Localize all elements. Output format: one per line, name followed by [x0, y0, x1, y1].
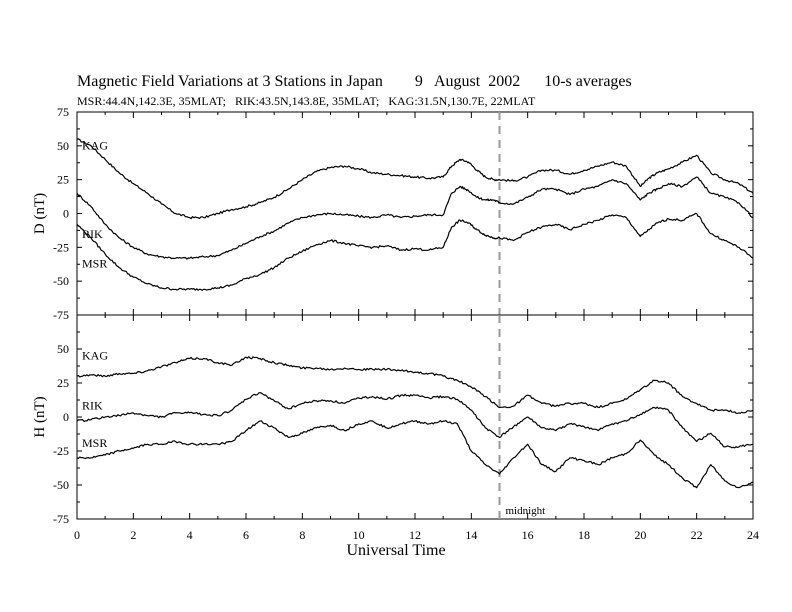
y-tick-label: 0 [63, 410, 69, 424]
series-line-kag [76, 138, 754, 220]
x-tick-label: 0 [74, 528, 80, 542]
x-tick-label: 12 [409, 528, 421, 542]
x-tick-label: 24 [747, 528, 759, 542]
midnight-label: midnight [506, 505, 546, 517]
series-label-kag: KAG [82, 138, 108, 152]
y-tick-label: 0 [63, 207, 69, 221]
x-tick-label: 4 [187, 528, 193, 542]
y-tick-label: -25 [53, 240, 69, 254]
y-tick-label: 25 [57, 173, 69, 187]
y-tick-label: -25 [53, 444, 69, 458]
x-tick-label: 2 [130, 528, 136, 542]
y-tick-label: 50 [57, 139, 69, 153]
x-tick-label: 18 [578, 528, 590, 542]
x-tick-label: 14 [465, 528, 477, 542]
series-label-rik: RIK [82, 227, 103, 241]
y-tick-label: -75 [53, 512, 69, 526]
y-tick-label: 25 [57, 376, 69, 390]
y-tick-label: -50 [53, 274, 69, 288]
y-tick-label: -50 [53, 478, 69, 492]
y-tick-label: -75 [53, 308, 69, 322]
x-axis-label: Universal Time [346, 542, 446, 559]
x-tick-label: 16 [522, 528, 534, 542]
series-line-msr [76, 420, 754, 489]
chart-subtitle: MSR:44.4N,142.3E, 35MLAT; RIK:43.5N,143.… [77, 94, 536, 108]
series-line-msr [76, 212, 754, 291]
series-line-rik [76, 391, 754, 449]
series-line-rik [76, 176, 754, 260]
panel-d: -75 -50 -25 0 25 50 75 D (nT) KAG RIK MSR [32, 105, 754, 322]
y-tick-label: 50 [57, 342, 69, 356]
x-tick-label: 22 [691, 528, 703, 542]
series-label-rik: RIK [82, 399, 103, 413]
series-label-msr: MSR [82, 257, 107, 271]
chart-title: Magnetic Field Variations at 3 Stations … [77, 73, 632, 90]
x-tick-label: 10 [353, 528, 365, 542]
y-tick-label: 75 [57, 105, 69, 119]
x-tick-label: 6 [243, 528, 249, 542]
series-line-kag [76, 356, 754, 414]
x-tick-label: 8 [299, 528, 305, 542]
plot-frame [76, 314, 754, 520]
y-axis-label: H (nT) [32, 396, 48, 437]
series-label-kag: KAG [82, 348, 108, 362]
x-tick-label: 20 [634, 528, 646, 542]
series-label-msr: MSR [82, 436, 107, 450]
y-axis-label: D (nT) [32, 193, 48, 234]
